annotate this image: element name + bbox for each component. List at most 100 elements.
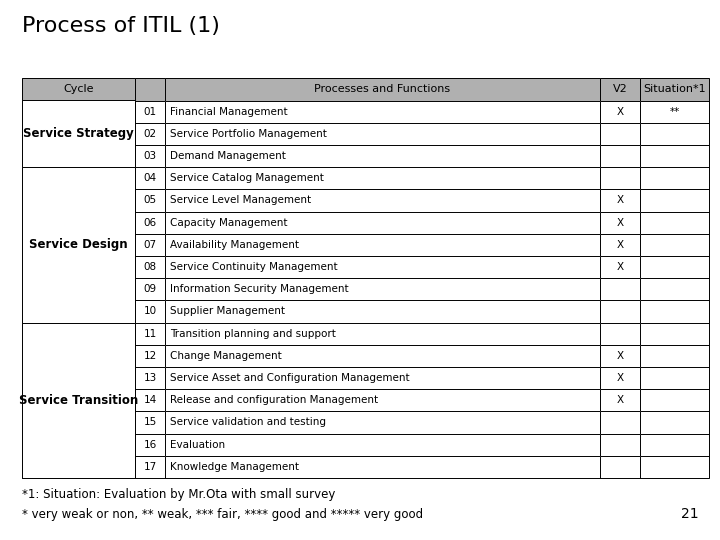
Bar <box>640 389 709 411</box>
Bar <box>22 123 135 145</box>
Text: X: X <box>616 395 624 405</box>
Text: 05: 05 <box>143 195 157 205</box>
Bar <box>166 389 600 411</box>
Text: Service Design: Service Design <box>29 238 127 251</box>
Text: Service Continuity Management: Service Continuity Management <box>170 262 338 272</box>
Bar <box>135 256 166 278</box>
Bar <box>22 190 135 212</box>
Text: 09: 09 <box>143 284 157 294</box>
Bar <box>640 145 709 167</box>
Bar <box>640 456 709 478</box>
Bar <box>166 367 600 389</box>
Bar <box>166 367 600 389</box>
Bar <box>640 322 709 345</box>
Bar <box>166 100 600 123</box>
Bar <box>640 345 709 367</box>
Bar <box>600 78 640 100</box>
Bar <box>135 78 166 100</box>
Bar <box>135 434 166 456</box>
Bar <box>166 234 600 256</box>
Bar <box>166 78 600 100</box>
Bar <box>640 234 709 256</box>
Text: X: X <box>616 351 624 361</box>
Bar <box>22 167 135 190</box>
Bar <box>135 123 166 145</box>
Bar <box>166 100 600 123</box>
Bar <box>600 256 640 278</box>
Bar <box>135 256 166 278</box>
Bar <box>600 278 640 300</box>
Bar <box>135 322 166 345</box>
Bar <box>600 145 640 167</box>
Bar <box>22 190 135 212</box>
Bar <box>22 100 135 123</box>
Text: Service Catalog Management: Service Catalog Management <box>170 173 323 183</box>
Bar <box>600 100 640 123</box>
Text: X: X <box>616 262 624 272</box>
Bar <box>22 123 135 145</box>
Bar <box>166 145 600 167</box>
Bar <box>600 300 640 322</box>
Text: 01: 01 <box>143 106 157 117</box>
Bar <box>22 456 135 478</box>
Bar <box>166 256 600 278</box>
Bar <box>22 100 135 123</box>
Text: 21: 21 <box>681 507 698 521</box>
Text: Transition planning and support: Transition planning and support <box>170 329 336 339</box>
Bar <box>640 278 709 300</box>
Text: 16: 16 <box>143 440 157 450</box>
Text: *1: Situation: Evaluation by Mr.Ota with small survey: *1: Situation: Evaluation by Mr.Ota with… <box>22 488 335 501</box>
Bar <box>166 78 600 100</box>
Text: Service Portfolio Management: Service Portfolio Management <box>170 129 327 139</box>
Bar <box>22 145 135 167</box>
Bar <box>22 300 135 322</box>
Bar <box>22 234 135 256</box>
Bar <box>135 100 166 123</box>
Bar <box>640 145 709 167</box>
Bar <box>600 212 640 234</box>
Bar <box>135 367 166 389</box>
Bar <box>22 300 135 322</box>
Text: X: X <box>616 373 624 383</box>
Bar <box>22 434 135 456</box>
Text: Financial Management: Financial Management <box>170 106 287 117</box>
Bar <box>640 78 709 100</box>
Bar <box>135 322 166 345</box>
Text: 02: 02 <box>143 129 157 139</box>
Bar <box>135 78 166 100</box>
Text: Evaluation: Evaluation <box>170 440 225 450</box>
Bar <box>135 367 166 389</box>
Text: X: X <box>616 218 624 227</box>
Bar <box>640 300 709 322</box>
Text: Service Transition: Service Transition <box>19 394 138 407</box>
Bar <box>600 123 640 145</box>
Bar <box>166 322 600 345</box>
Bar <box>22 212 135 234</box>
Bar <box>640 212 709 234</box>
Bar <box>22 234 135 256</box>
Bar <box>166 234 600 256</box>
Bar <box>640 411 709 434</box>
Text: 08: 08 <box>143 262 157 272</box>
Bar <box>640 78 709 100</box>
Text: X: X <box>616 195 624 205</box>
Bar <box>135 389 166 411</box>
Bar <box>166 322 600 345</box>
Bar <box>600 167 640 190</box>
Text: 07: 07 <box>143 240 157 250</box>
Bar <box>166 278 600 300</box>
Bar <box>600 100 640 123</box>
Bar <box>22 367 135 389</box>
Bar <box>166 411 600 434</box>
Bar <box>22 278 135 300</box>
Bar <box>135 278 166 300</box>
Bar <box>600 434 640 456</box>
Text: 17: 17 <box>143 462 157 472</box>
Bar <box>640 256 709 278</box>
Bar <box>600 145 640 167</box>
Bar <box>600 322 640 345</box>
Bar <box>600 367 640 389</box>
Bar <box>166 300 600 322</box>
Bar <box>600 256 640 278</box>
Bar <box>600 345 640 367</box>
